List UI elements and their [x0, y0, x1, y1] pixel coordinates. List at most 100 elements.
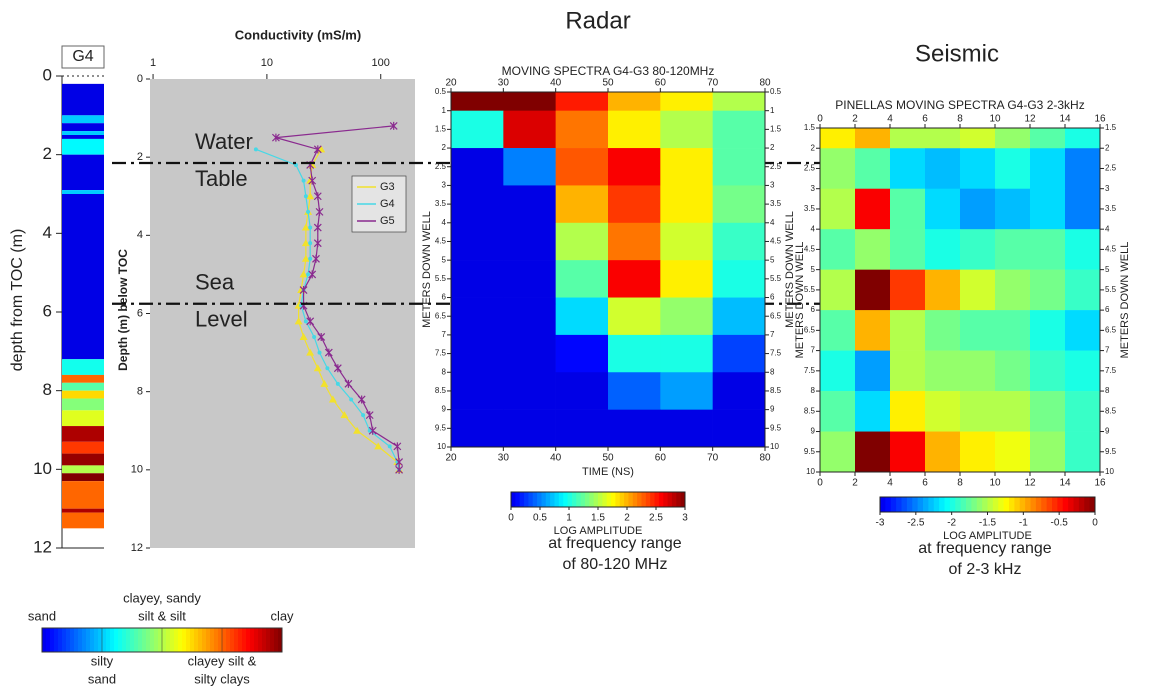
cell: [660, 148, 713, 186]
y-tick-label: 1.5: [804, 123, 816, 132]
y-tick-label: 10: [33, 459, 52, 478]
marker: [313, 223, 322, 232]
colorbar-label: clayey silt &: [188, 653, 257, 668]
colorbar-segment: [982, 497, 988, 512]
x-tick-label: 20: [445, 78, 457, 89]
cell: [503, 110, 556, 149]
cell: [1065, 310, 1101, 351]
x-axis-label: TIME (NS): [582, 466, 634, 478]
colorbar-tick-label: -2.5: [907, 518, 925, 529]
colorbar-segment: [598, 492, 603, 507]
marker: [313, 239, 322, 248]
x-tick-label: 100: [372, 57, 390, 69]
x-tick-label: 6: [922, 478, 928, 489]
cell: [820, 229, 856, 270]
colorbar-tick-label: -0.5: [1051, 518, 1069, 529]
colorbar-segment: [966, 497, 972, 512]
y-tick-label: 4: [811, 224, 816, 233]
marker: [344, 379, 353, 388]
colorbar-segment: [238, 628, 243, 652]
marker: [317, 332, 326, 341]
legend-label: G4: [380, 198, 395, 210]
y-tick-label: 2.5: [1105, 164, 1117, 173]
marker: [253, 147, 258, 152]
cell: [1065, 391, 1101, 432]
cell: [608, 260, 661, 298]
y-tick-label: 2.5: [435, 162, 447, 171]
colorbar-segment: [528, 492, 534, 507]
marker: [395, 458, 404, 467]
y-tick-label: 10: [806, 467, 815, 476]
marker: [301, 254, 310, 262]
marker: [333, 364, 342, 373]
colorbar-segment: [166, 628, 171, 652]
colorbar-segment: [226, 628, 231, 652]
colorbar-segment: [1014, 497, 1021, 512]
colorbar-segment: [234, 628, 239, 652]
y-tick-label: 5: [811, 265, 816, 274]
layer: [62, 441, 104, 454]
cell: [503, 260, 556, 298]
colorbar-segment: [602, 492, 608, 507]
colorbar-segment: [50, 628, 55, 652]
layer: [62, 374, 104, 383]
y-tick-label: 6.5: [1105, 325, 1117, 334]
colorbar-label: silt & silt: [138, 608, 186, 623]
panel-header: Radar: [565, 7, 630, 34]
cell: [1065, 148, 1101, 190]
cell: [855, 269, 891, 311]
cell: [960, 350, 996, 392]
colorbar-segment: [158, 628, 163, 652]
cell: [960, 128, 996, 149]
x-tick-label: 10: [989, 114, 1001, 125]
y-tick-label: 9: [442, 405, 447, 414]
y-tick-label: 2: [43, 144, 52, 163]
cell: [451, 260, 504, 298]
cell: [820, 188, 856, 230]
colorbar-segment: [987, 497, 994, 512]
cell: [925, 310, 961, 351]
cell: [712, 372, 766, 410]
marker: [303, 319, 308, 324]
colorbar-label: LOG AMPLITUDE: [943, 530, 1032, 542]
layer: [62, 359, 104, 375]
colorbar-segment: [46, 628, 51, 652]
cell: [855, 148, 891, 190]
colorbar-segment: [917, 497, 924, 512]
layer: [62, 83, 104, 116]
y-axis-label: METERS DOWN WELL: [421, 211, 433, 328]
colorbar-segment: [558, 492, 564, 507]
y-tick-label: 8: [811, 386, 816, 395]
colorbar-segment: [515, 492, 521, 507]
y-axis-label: METERS DOWN WELL: [784, 211, 796, 328]
colorbar-segment: [933, 497, 940, 512]
y-tick-label: 8.5: [435, 386, 447, 395]
y-tick-label: 7: [442, 330, 447, 339]
colorbar-segment: [134, 628, 139, 652]
y-tick-label: 9: [770, 405, 775, 414]
colorbar-segment: [262, 628, 267, 652]
colorbar-segment: [1089, 497, 1096, 512]
x-tick-label: 50: [602, 453, 614, 464]
marker: [306, 272, 311, 277]
colorbar-label: clayey, sandy: [123, 590, 201, 605]
y-tick-label: 3.5: [804, 204, 816, 213]
colorbar-segment: [214, 628, 219, 652]
y-axis-label: depth from TOC (m): [9, 229, 26, 372]
cell: [712, 110, 766, 149]
colorbar-tick-label: 1.5: [591, 513, 605, 524]
y-tick-label: 8.5: [1105, 406, 1117, 415]
colorbar-segment: [976, 497, 983, 512]
colorbar-segment: [130, 628, 135, 652]
marker: [357, 395, 366, 404]
colorbar-segment: [580, 492, 586, 507]
y-tick-label: 0: [137, 73, 143, 85]
colorbar-segment: [632, 492, 638, 507]
colorbar-segment: [222, 628, 227, 652]
cell: [1030, 229, 1066, 270]
colorbar-segment: [202, 628, 207, 652]
colorbar-segment: [955, 497, 962, 512]
colorbar-label: LOG AMPLITUDE: [554, 525, 643, 537]
colorbar-segment: [628, 492, 634, 507]
colorbar-tick-label: 2: [624, 513, 630, 524]
